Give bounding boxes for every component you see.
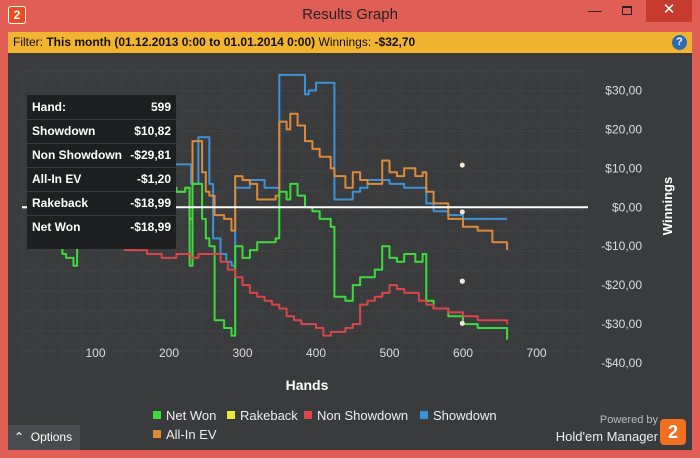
info-row: All-In EV -$1,20	[27, 170, 176, 189]
x-tick-label: 400	[306, 346, 326, 360]
brand-name: Hold'em Manager	[555, 429, 658, 444]
info-row: Rakeback -$18,99	[27, 194, 176, 213]
x-tick-label: 700	[527, 346, 547, 360]
info-row-label: Rakeback	[32, 196, 89, 210]
info-row-label: Hand:	[32, 100, 66, 114]
info-row-label: Showdown	[32, 124, 96, 138]
info-row-value: $10,82	[134, 124, 171, 138]
cursor-markers	[459, 162, 465, 326]
options-label: Options	[30, 430, 73, 444]
cursor-marker	[459, 320, 465, 326]
info-row-label: Non Showdown	[32, 148, 122, 162]
info-row: Non Showdown -$29,81	[27, 146, 176, 165]
title-bar: 2 Results Graph — ✕	[0, 0, 700, 32]
info-row: Net Won -$18,99	[27, 218, 176, 237]
info-divider	[27, 119, 176, 120]
info-row-label: All-In EV	[32, 172, 82, 186]
y-tick-label: $20,00	[605, 122, 642, 136]
filter-bar[interactable]: Filter: This month (01.12.2013 0:00 to 0…	[8, 32, 692, 53]
x-tick-label: 500	[380, 346, 400, 360]
maximize-button[interactable]	[612, 0, 642, 22]
legend-non-showdown[interactable]: Non Showdown	[304, 408, 408, 423]
x-tick-label: 600	[453, 346, 473, 360]
legend-net-won[interactable]: Net Won	[153, 408, 216, 423]
legend-all-in-ev-label: All-In EV	[166, 427, 217, 442]
y-axis-label: Winnings	[660, 177, 675, 235]
legend-non-showdown-swatch	[304, 411, 312, 419]
y-tick-label: $0,00	[612, 200, 642, 214]
x-tick-label: 300	[233, 346, 253, 360]
maximize-icon	[622, 6, 632, 15]
legend-rakeback[interactable]: Rakeback	[227, 408, 298, 423]
info-row-value: 599	[150, 100, 171, 114]
winnings-value: -$32,70	[374, 35, 416, 49]
cursor-marker	[459, 162, 465, 168]
x-axis-label: Hands	[286, 377, 329, 393]
cursor-marker	[459, 278, 465, 284]
info-divider	[27, 143, 176, 144]
legend-rakeback-swatch	[227, 411, 235, 419]
info-divider	[27, 167, 176, 168]
x-tick-label: 200	[159, 346, 179, 360]
info-row-value: -$18,99	[130, 196, 171, 210]
y-tick-label: -$30,00	[601, 317, 642, 331]
info-divider	[27, 215, 176, 216]
info-row-value: -$18,99	[130, 220, 171, 234]
info-row-label: Net Won	[32, 220, 81, 234]
legend-all-in-ev[interactable]: All-In EV	[153, 427, 217, 442]
hover-info-box: Hand: 599 Showdown $10,82 Non Showdown -$29,8…	[27, 95, 176, 249]
chevron-up-icon: ⌃	[14, 430, 25, 444]
app-logo-icon: 2	[8, 6, 26, 24]
powered-by-text: Powered by	[599, 414, 658, 426]
window-title: Results Graph	[302, 6, 398, 23]
legend-showdown-swatch	[420, 411, 428, 419]
y-tick-label: -$10,00	[601, 239, 642, 253]
filter-label: Filter:	[13, 35, 43, 49]
info-row-value: -$1,20	[136, 172, 171, 186]
y-tick-label: -$20,00	[601, 278, 642, 292]
graph-content: Filter: This month (01.12.2013 0:00 to 0…	[8, 32, 692, 450]
help-icon[interactable]: ?	[672, 35, 687, 50]
info-divider	[27, 191, 176, 192]
info-row-value: -$29,81	[130, 148, 171, 162]
info-row: Hand: 599	[27, 98, 176, 117]
legend-showdown[interactable]: Showdown	[420, 408, 497, 423]
cursor-marker	[459, 209, 465, 215]
x-tick-label: 100	[85, 346, 105, 360]
y-tick-label: $10,00	[605, 161, 642, 175]
legend-rakeback-label: Rakeback	[240, 408, 298, 423]
results-chart-svg[interactable]: 100 200 300 400 500 600 700 $30,00 $20,00 $10,00…	[8, 53, 692, 450]
y-axis-ticks: $30,00 $20,00 $10,00 $0,00 -$10,00 -$20,00 -$3…	[601, 83, 642, 370]
options-toggle-button[interactable]: ⌃ Options	[8, 425, 80, 450]
close-button[interactable]: ✕	[646, 0, 692, 22]
hem-logo-icon: 2	[660, 419, 686, 445]
legend-non-showdown-label: Non Showdown	[317, 408, 409, 423]
x-axis-ticks: 100 200 300 400 500 600 700	[85, 346, 546, 360]
legend-net-won-swatch	[153, 411, 161, 419]
minimize-button[interactable]: —	[588, 2, 602, 18]
legend-all-in-ev-swatch	[153, 430, 161, 438]
legend-showdown-label: Showdown	[433, 408, 497, 423]
chart-grid	[21, 70, 588, 363]
y-tick-label: -$40,00	[601, 356, 642, 370]
results-chart[interactable]: 100 200 300 400 500 600 700 $30,00 $20,00 $10,00…	[8, 53, 692, 450]
info-row: Showdown $10,82	[27, 122, 176, 141]
legend-net-won-label: Net Won	[166, 408, 217, 423]
y-tick-label: $30,00	[605, 83, 642, 97]
winnings-label: Winnings:	[318, 35, 372, 49]
filter-value: This month (01.12.2013 0:00 to 01.01.201…	[46, 35, 316, 49]
